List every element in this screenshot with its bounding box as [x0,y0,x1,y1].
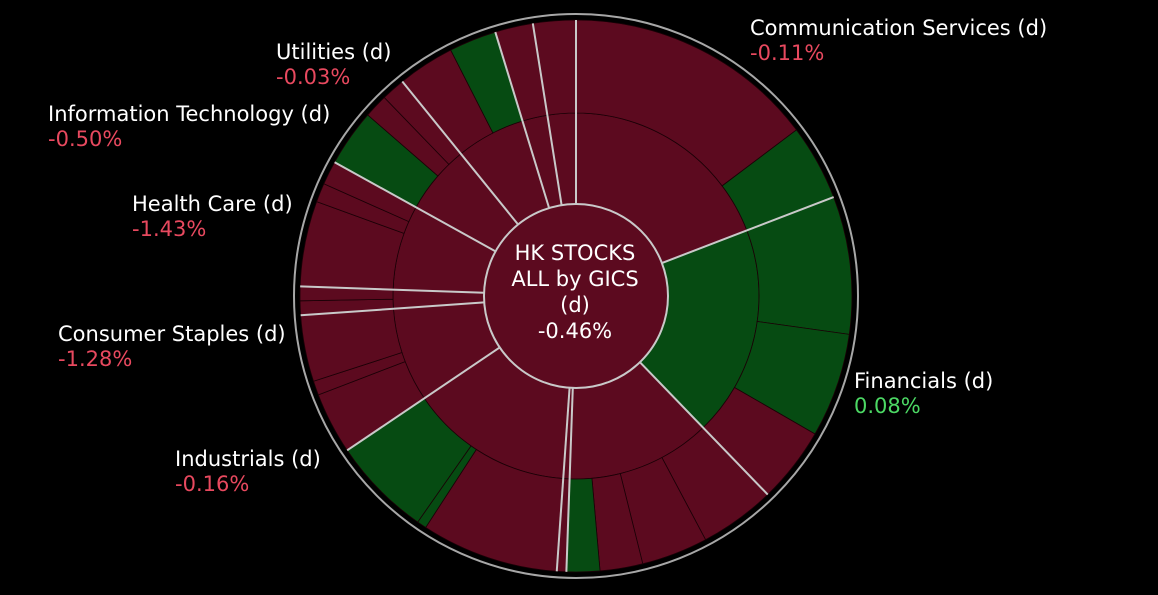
separator-consumer-discretionary [639,361,769,496]
separator-industrials [555,387,571,572]
label-industrials[interactable]: Industrials (d) -0.16% [175,447,321,497]
separator-energy [494,31,551,209]
separator-consumer-staples [346,346,501,452]
sector-name: Financials (d) [854,369,994,393]
sector-name: Consumer Staples (d) [58,322,286,346]
sector-name: Information Technology (d) [48,102,331,126]
sector-change: -0.50% [48,127,123,151]
center-title-line3: (d) [560,293,590,317]
separator-real-estate [565,387,574,572]
chart-outline [293,13,859,579]
label-health-care[interactable]: Health Care (d) -1.43% [132,192,293,242]
sector-change: 0.08% [854,394,921,418]
sector-change: -0.11% [750,41,825,65]
separator-materials [300,301,485,317]
sector-change: -1.43% [132,217,207,241]
separator-health-care [300,285,485,294]
sector-name: Utilities (d) [276,40,392,64]
sector-change: -1.28% [58,347,133,371]
sector-name: Health Care (d) [132,192,293,216]
center-label: HK STOCKS ALL by GICS (d) -0.46% [485,240,665,344]
sector-change: -0.16% [175,472,250,496]
sector-change: -0.03% [276,65,351,89]
center-circle [483,203,669,389]
sector-separators [300,20,835,572]
separator-other [531,23,563,206]
label-consumer-staples[interactable]: Consumer Staples (d) -1.28% [58,322,286,372]
sector-name: Industrials (d) [175,447,321,471]
separator-utilities [401,80,519,226]
separator-financials [661,196,835,264]
separator-information-technology [334,161,497,253]
center-title-line2: ALL by GICS [511,267,639,291]
label-communication-services[interactable]: Communication Services (d) -0.11% [750,16,1047,66]
sector-name: Communication Services (d) [750,16,1048,40]
center-title-line1: HK STOCKS [514,241,636,265]
label-utilities[interactable]: Utilities (d) -0.03% [276,40,391,90]
outer-ring-segments [299,19,853,573]
center-value: -0.46% [537,319,613,343]
label-financials[interactable]: Financials (d) 0.08% [854,369,993,419]
label-information-technology[interactable]: Information Technology (d) -0.50% [48,102,330,152]
